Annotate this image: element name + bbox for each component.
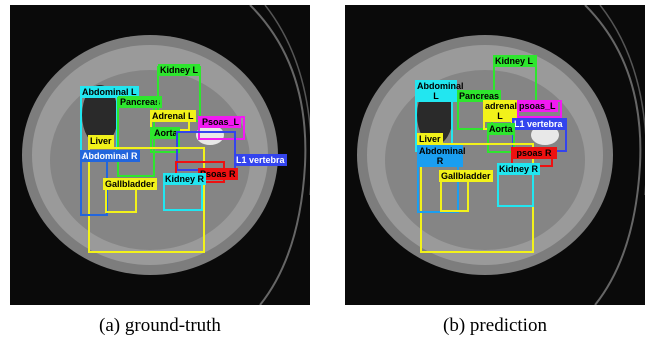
- box-label: Liver: [417, 133, 443, 145]
- box-label: Psoas_L: [200, 116, 241, 128]
- caption: (a) ground-truth: [10, 315, 310, 337]
- caption: (b) prediction: [345, 315, 645, 337]
- box-label: L1 vertebra: [234, 154, 287, 166]
- box-label: Gallbladder: [103, 178, 157, 190]
- figure: Abdominal L Pancreas Kidney L Adrenal L Aort…: [0, 0, 652, 343]
- box-label: L1 vertebra: [512, 118, 565, 130]
- box-label: Abdominal L: [415, 80, 457, 102]
- box-label: Gallbladder: [439, 170, 493, 182]
- box-label: Kidney L: [158, 64, 200, 76]
- box-label: Abdominal R: [80, 150, 140, 162]
- box-label: Aorta: [487, 123, 515, 135]
- box-label: Kidney R: [497, 163, 540, 175]
- box-label: psoas R: [511, 147, 557, 159]
- box-label: Kidney R: [163, 173, 206, 185]
- box-label: Liver: [88, 135, 114, 147]
- box-label: Abdominal R: [417, 145, 463, 167]
- box-label: psoas_L: [517, 100, 558, 112]
- box-label: Adrenal L: [150, 110, 196, 122]
- box-label: Kidney L: [493, 55, 535, 67]
- box-label: Pancreas: [118, 96, 162, 108]
